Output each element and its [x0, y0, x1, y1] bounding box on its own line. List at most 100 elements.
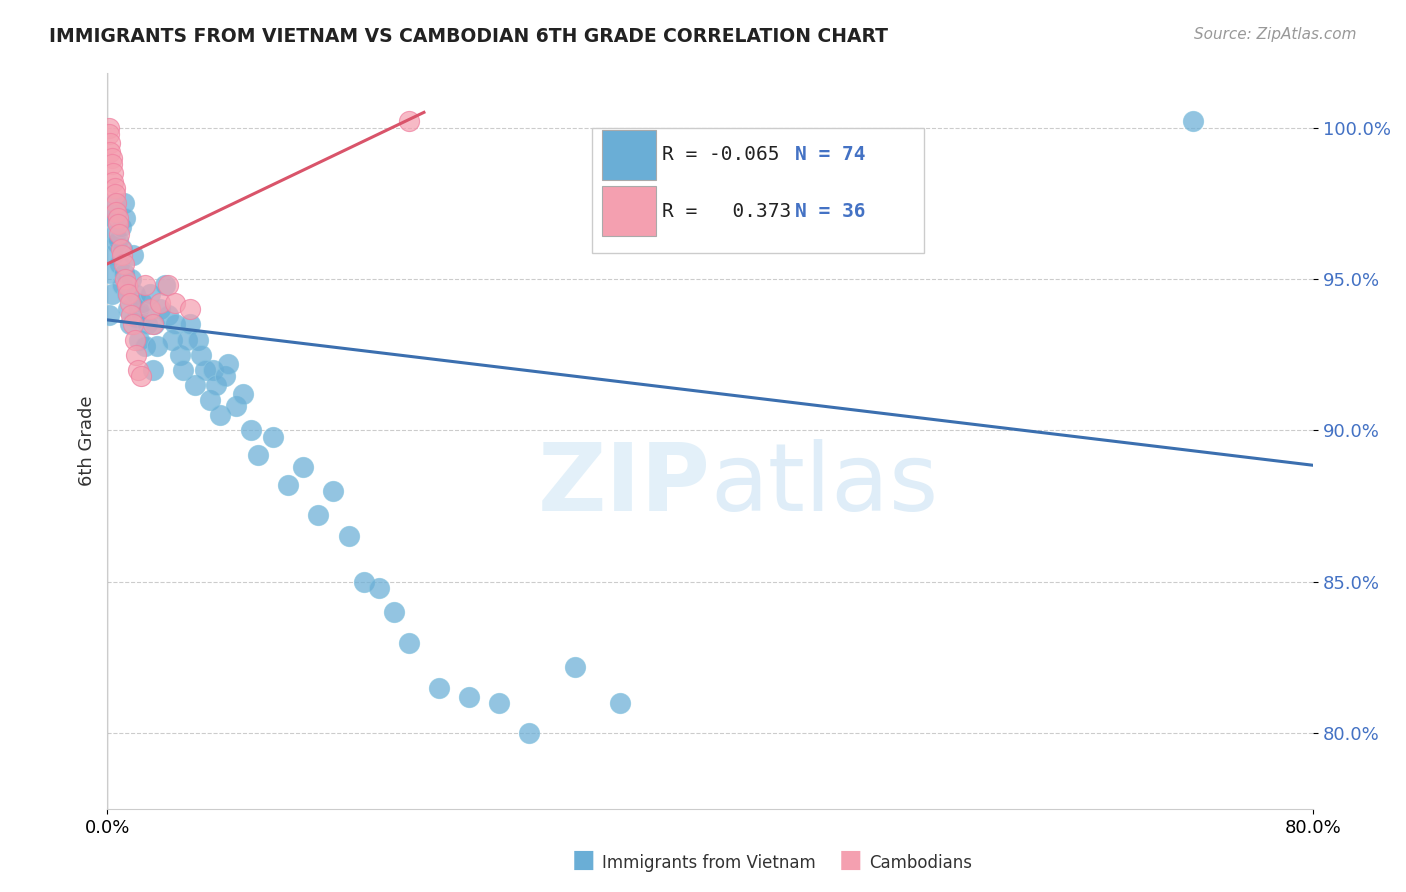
Point [165, 296, 187, 310]
Point [103, 166, 125, 180]
Point [107, 211, 129, 226]
Point [277, 478, 299, 492]
Point [107, 218, 129, 232]
Point [97, 120, 120, 135]
Point [165, 318, 187, 332]
Point [101, 287, 124, 301]
Point [110, 220, 132, 235]
Point [97, 309, 120, 323]
Point [100, 136, 122, 150]
Point [201, 363, 224, 377]
Point [179, 318, 201, 332]
Point [156, 309, 179, 323]
Point [112, 266, 135, 280]
Point [609, 696, 631, 710]
Point [142, 363, 165, 377]
Point [117, 287, 139, 301]
Point [142, 318, 165, 332]
Point [107, 233, 129, 247]
Point [232, 387, 254, 401]
Point [100, 145, 122, 159]
Point [104, 181, 127, 195]
Point [115, 278, 138, 293]
Point [115, 287, 138, 301]
Point [398, 114, 420, 128]
Point [149, 302, 172, 317]
Point [114, 211, 136, 226]
Point [134, 278, 156, 293]
Point [104, 196, 127, 211]
Point [124, 287, 146, 301]
Point [353, 574, 375, 589]
Point [111, 248, 134, 262]
Text: ZIP: ZIP [537, 439, 710, 532]
Y-axis label: 6th Grade: 6th Grade [79, 396, 96, 486]
Point [129, 309, 152, 323]
Point [100, 266, 122, 280]
Point [138, 287, 160, 301]
Point [129, 368, 152, 383]
Point [398, 635, 420, 649]
Point [187, 333, 209, 347]
Point [172, 363, 194, 377]
Point [122, 318, 145, 332]
Point [125, 311, 148, 326]
Point [169, 348, 191, 362]
Point [105, 205, 128, 219]
Point [322, 483, 344, 498]
Point [307, 508, 329, 523]
Point [131, 296, 153, 310]
Point [564, 659, 586, 673]
Point [111, 242, 134, 256]
Point [427, 681, 450, 695]
Point [205, 378, 228, 392]
Point [117, 302, 139, 317]
Point [104, 227, 127, 241]
Point [262, 429, 284, 443]
Point [121, 309, 143, 323]
Point [382, 605, 405, 619]
Text: ■: ■ [839, 848, 862, 872]
Point [103, 175, 125, 189]
Point [121, 272, 143, 286]
Point [118, 318, 141, 332]
Text: R = -0.065: R = -0.065 [662, 145, 779, 164]
Point [519, 726, 541, 740]
Point [101, 151, 124, 165]
Point [153, 278, 176, 293]
Point [367, 581, 389, 595]
Point [247, 448, 270, 462]
Text: IMMIGRANTS FROM VIETNAM VS CAMBODIAN 6TH GRADE CORRELATION CHART: IMMIGRANTS FROM VIETNAM VS CAMBODIAN 6TH… [49, 27, 889, 45]
Point [488, 696, 510, 710]
Point [112, 257, 135, 271]
Point [1181, 114, 1204, 128]
Point [179, 302, 201, 317]
Text: Cambodians: Cambodians [869, 855, 972, 872]
Point [118, 296, 141, 310]
Text: R =   0.373: R = 0.373 [662, 202, 792, 221]
FancyBboxPatch shape [592, 128, 924, 253]
Point [110, 242, 132, 256]
Text: Source: ZipAtlas.com: Source: ZipAtlas.com [1194, 27, 1357, 42]
Text: atlas: atlas [710, 439, 939, 532]
Point [458, 690, 481, 704]
Point [127, 302, 149, 317]
Point [105, 196, 128, 211]
Point [209, 409, 232, 423]
Point [125, 348, 148, 362]
Point [104, 187, 127, 202]
Text: ■: ■ [572, 848, 595, 872]
Point [156, 278, 179, 293]
Point [160, 333, 183, 347]
Point [138, 302, 160, 317]
Point [146, 338, 169, 352]
Point [114, 272, 136, 286]
Point [149, 296, 172, 310]
Point [111, 278, 134, 293]
Point [225, 399, 247, 413]
Point [184, 378, 207, 392]
Point [337, 529, 360, 543]
Point [103, 211, 125, 226]
Text: Immigrants from Vietnam: Immigrants from Vietnam [602, 855, 815, 872]
Point [214, 368, 236, 383]
